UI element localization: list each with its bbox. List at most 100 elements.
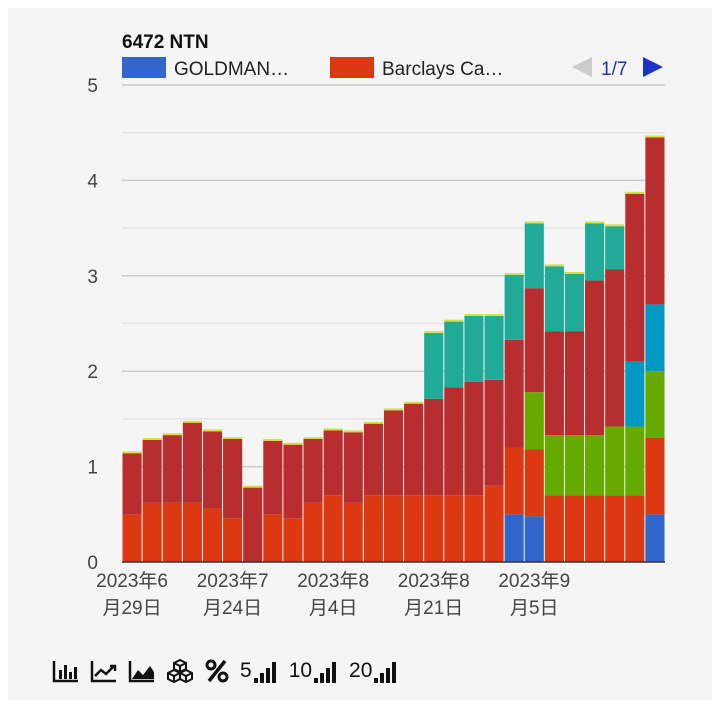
bar-segment[interactable]	[182, 422, 202, 503]
bar-segment[interactable]	[524, 221, 544, 224]
bar-segment[interactable]	[182, 502, 202, 562]
bar-segment[interactable]	[625, 193, 645, 362]
bar-segment[interactable]	[142, 439, 162, 503]
bar-segment[interactable]	[162, 433, 182, 436]
bar-segment[interactable]	[162, 502, 182, 562]
bar-segment[interactable]	[363, 421, 383, 424]
bar-segment[interactable]	[645, 437, 665, 515]
bar-segment[interactable]	[504, 447, 524, 515]
bar-segment[interactable]	[504, 339, 524, 448]
bar-segment[interactable]	[464, 495, 484, 562]
bar-segment[interactable]	[444, 321, 464, 388]
bar-segment[interactable]	[283, 518, 303, 562]
legend-next-icon[interactable]	[643, 57, 663, 77]
legend-label[interactable]: GOLDMAN…	[174, 59, 289, 80]
bar-segment[interactable]	[303, 438, 323, 503]
bar-segment[interactable]	[484, 313, 504, 316]
bar-segment[interactable]	[303, 502, 323, 562]
bar-segment[interactable]	[625, 495, 645, 562]
legend-label[interactable]: Barclays Ca…	[382, 59, 503, 80]
bar-segment[interactable]	[263, 440, 283, 515]
bar-segment[interactable]	[605, 269, 625, 427]
bar-segment[interactable]	[544, 495, 564, 562]
bar-segment[interactable]	[202, 508, 223, 562]
bar-segment[interactable]	[484, 315, 504, 380]
column-chart-button[interactable]	[52, 656, 80, 684]
bar-segment[interactable]	[564, 331, 585, 436]
bar-segment[interactable]	[564, 435, 585, 496]
bar-segment[interactable]	[343, 430, 363, 433]
bar-segment[interactable]	[544, 331, 564, 436]
bar-segment[interactable]	[464, 381, 484, 496]
bar-segment[interactable]	[323, 430, 343, 496]
legend-swatch[interactable]	[330, 57, 374, 78]
legend-prev-icon[interactable]	[572, 57, 592, 77]
bar-segment[interactable]	[343, 432, 363, 503]
line-chart-button[interactable]	[90, 656, 118, 684]
bar-segment[interactable]	[625, 361, 645, 427]
bar-segment[interactable]	[383, 410, 404, 496]
bar-segment[interactable]	[162, 435, 182, 503]
bar-segment[interactable]	[645, 304, 665, 372]
bar-segment[interactable]	[645, 371, 665, 438]
bar-segment[interactable]	[585, 435, 605, 496]
bar-segment[interactable]	[585, 221, 605, 224]
bar-segment[interactable]	[605, 226, 625, 270]
area-chart-button[interactable]	[128, 656, 156, 684]
bar-segment[interactable]	[524, 223, 544, 289]
bar-segment[interactable]	[484, 485, 504, 562]
bar-segment[interactable]	[564, 495, 585, 562]
bar-segment[interactable]	[645, 135, 665, 138]
bar-segment[interactable]	[524, 288, 544, 393]
top-10-button[interactable]: 10	[289, 656, 339, 684]
bar-segment[interactable]	[464, 313, 484, 316]
bar-segment[interactable]	[424, 333, 444, 399]
bar-segment[interactable]	[625, 191, 645, 194]
bar-segment[interactable]	[605, 495, 625, 562]
bar-segment[interactable]	[223, 518, 243, 562]
bar-segment[interactable]	[122, 453, 142, 515]
bar-segment[interactable]	[585, 495, 605, 562]
bar-segment[interactable]	[605, 224, 625, 227]
bar-segment[interactable]	[283, 442, 303, 445]
bar-segment[interactable]	[263, 438, 283, 441]
bar-segment[interactable]	[424, 495, 444, 562]
bar-segment[interactable]	[544, 266, 564, 332]
bar-segment[interactable]	[404, 401, 424, 404]
bar-segment[interactable]	[424, 331, 444, 334]
bar-segment[interactable]	[585, 280, 605, 436]
bar-segment[interactable]	[504, 514, 524, 562]
bar-segment[interactable]	[202, 429, 223, 432]
bar-segment[interactable]	[383, 495, 404, 562]
bar-segment[interactable]	[223, 438, 243, 519]
bar-segment[interactable]	[303, 437, 323, 439]
stack-button[interactable]	[166, 656, 194, 684]
bar-segment[interactable]	[404, 403, 424, 496]
bar-segment[interactable]	[564, 271, 585, 274]
bar-segment[interactable]	[122, 514, 142, 562]
bar-segment[interactable]	[605, 426, 625, 496]
bar-segment[interactable]	[464, 315, 484, 382]
bar-segment[interactable]	[243, 487, 263, 562]
bar-segment[interactable]	[504, 272, 524, 275]
bar-segment[interactable]	[383, 408, 404, 411]
bar-segment[interactable]	[524, 516, 544, 562]
bar-segment[interactable]	[263, 514, 283, 562]
legend-pager[interactable]: 1/7	[572, 57, 663, 80]
bar-segment[interactable]	[343, 502, 363, 562]
bar-segment[interactable]	[182, 420, 202, 423]
bar-segment[interactable]	[524, 449, 544, 517]
bar-segment[interactable]	[424, 398, 444, 496]
bar-segment[interactable]	[223, 437, 243, 439]
bar-segment[interactable]	[625, 426, 645, 496]
bar-segment[interactable]	[645, 514, 665, 562]
bar-segment[interactable]	[283, 444, 303, 519]
bar-segment[interactable]	[564, 273, 585, 332]
bar-segment[interactable]	[142, 437, 162, 440]
bar-segment[interactable]	[544, 264, 564, 267]
bar-segment[interactable]	[323, 495, 343, 562]
bar-segment[interactable]	[243, 485, 263, 488]
top-20-button[interactable]: 20	[349, 656, 399, 684]
top-5-button[interactable]: 5	[240, 656, 279, 684]
bar-segment[interactable]	[122, 451, 142, 454]
